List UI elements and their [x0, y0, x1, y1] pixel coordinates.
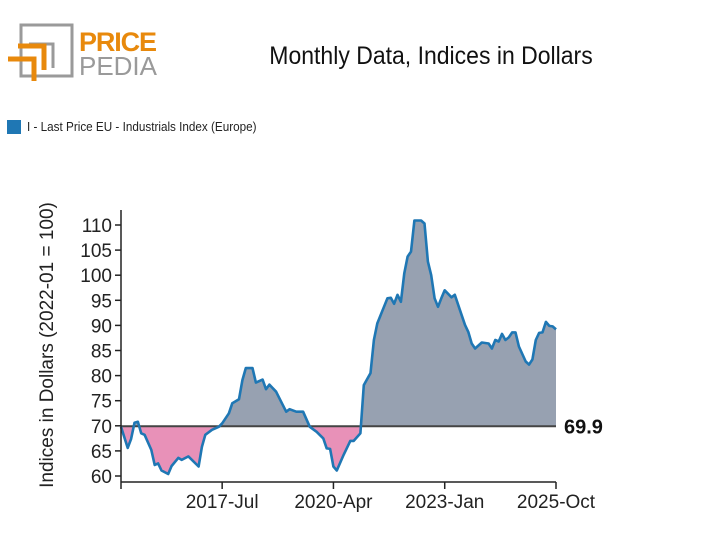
y-tick-label: 75: [91, 392, 112, 413]
y-tick-label: 100: [80, 266, 112, 287]
legend-item[interactable]: I - Last Price EU - Industrials Index (E…: [7, 119, 282, 134]
y-axis-label: Indices in Dollars (2022-01 = 100): [37, 202, 58, 488]
y-tick-label: 95: [91, 291, 112, 312]
y-tick-label: 65: [91, 442, 112, 463]
x-tick-label: 2025-Oct: [517, 492, 596, 513]
y-tick-label: 90: [91, 316, 112, 337]
logo-text-price: PRICE: [79, 27, 157, 57]
y-tick-label: 80: [91, 367, 112, 388]
x-tick-label: 2023-Jan: [405, 492, 484, 513]
logo-corner-orange-1: [18, 43, 47, 70]
y-tick-label: 70: [91, 417, 112, 438]
logo-square-outer: [19, 23, 74, 78]
y-axis: 60 65 70 75 80 85 90 95 100 105 110: [80, 210, 122, 488]
logo-corner-orange-2: [8, 56, 37, 81]
pricepedia-logo: PRICE PEDIA: [8, 23, 158, 81]
legend-label: I - Last Price EU - Industrials Index (E…: [27, 119, 257, 134]
area-above-reference: [121, 220, 556, 427]
y-tick-label: 85: [91, 342, 112, 363]
area-below-reference: [121, 426, 361, 474]
y-tick-label: 60: [91, 467, 112, 488]
x-tick-label: 2017-Jul: [186, 492, 259, 513]
logo-text-pedia: PEDIA: [79, 51, 158, 81]
y-tick-label: 110: [82, 216, 112, 237]
series-line: [119, 219, 557, 476]
x-axis: 2017-Jul 2020-Apr 2023-Jan 2025-Oct: [120, 481, 596, 513]
legend-swatch: [7, 119, 21, 134]
y-tick-label: 105: [80, 241, 112, 262]
reference-label: 69.9: [564, 416, 603, 438]
x-tick-label: 2020-Apr: [294, 492, 373, 513]
chart-title: Monthly Data, Indices in Dollars: [269, 42, 593, 70]
